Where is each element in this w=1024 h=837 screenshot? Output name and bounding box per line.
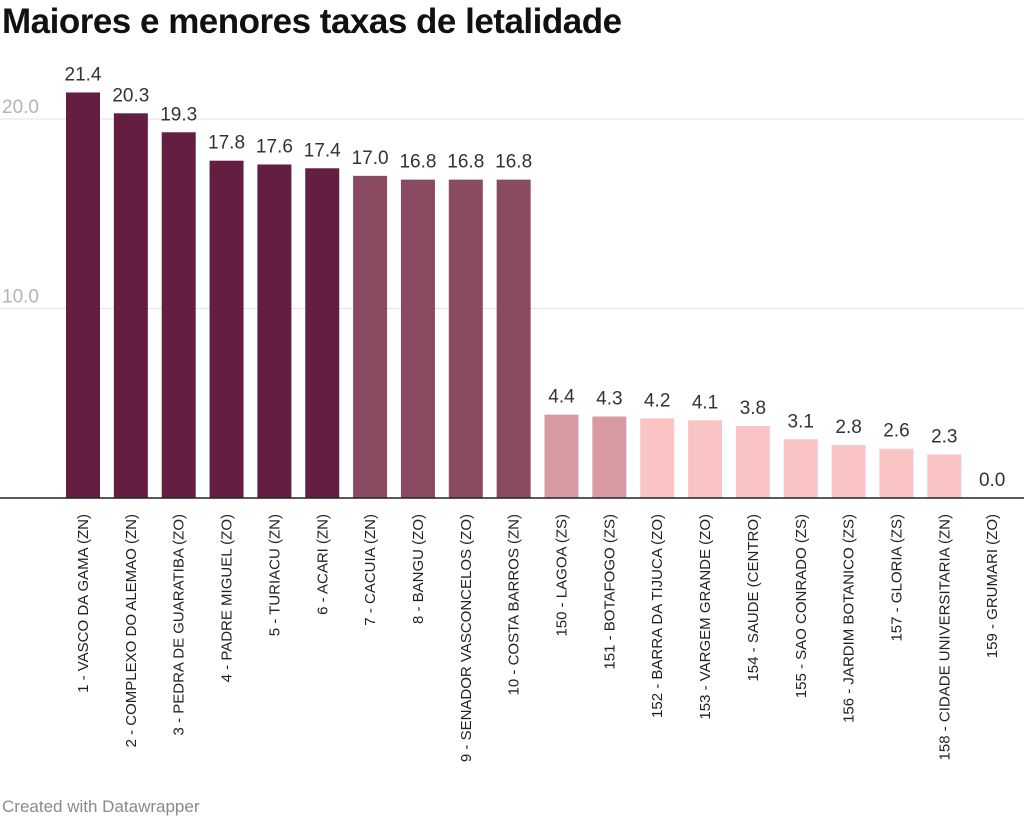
category-label: 9 - SENADOR VASCONCELOS (ZO) [458,514,475,762]
bar[interactable] [66,92,100,498]
category-label: 2 - COMPLEXO DO ALEMAO (ZN) [123,514,140,747]
value-label: 0.0 [979,470,1005,491]
bar[interactable] [783,439,818,498]
value-label: 2.3 [931,426,957,447]
bar[interactable] [161,132,196,498]
category-label: 158 - CIDADE UNIVERSITARIA (ZN) [936,514,953,760]
value-label: 2.8 [835,417,861,438]
category-label: 7 - CACUIA (ZN) [362,514,379,626]
value-label: 4.3 [596,389,622,410]
category-label: 10 - COSTA BARROS (ZN) [506,514,523,695]
category-label: 157 - GLORIA (ZS) [888,514,905,642]
category-label: 1 - VASCO DA GAMA (ZN) [75,514,92,693]
value-label: 3.1 [788,411,814,432]
bar-chart: 10.0 20.0 21.4 20.3 19.3 17.8 17.6 17.4 17.0 16.… [0,64,1024,762]
value-label: 20.3 [112,85,149,106]
value-label: 19.3 [160,104,197,125]
category-label: 153 - VARGEM GRANDE (ZO) [697,514,714,720]
bar[interactable] [831,444,866,498]
y-tick-label: 10.0 [2,287,39,308]
category-label: 154 - SAUDE (CENTRO) [745,514,762,682]
value-label: 17.6 [256,136,293,157]
bar[interactable] [353,175,388,498]
category-label: 151 - BOTAFOGO (ZS) [601,514,618,670]
value-label: 4.4 [548,387,575,408]
value-label: 2.6 [883,421,909,442]
bars [66,92,962,499]
category-label: 5 - TURIACU (ZN) [266,514,283,636]
category-label: 159 - GRUMARI (ZO) [984,514,1001,658]
value-label: 4.1 [692,392,718,413]
bar[interactable] [209,160,244,498]
bar[interactable] [448,179,483,498]
category-label: 152 - BARRA DA TIJUCA (ZO) [649,514,666,718]
category-label: 155 - SAO CONRADO (ZS) [793,514,810,698]
bar[interactable] [879,448,914,498]
bar[interactable] [496,179,531,498]
bar[interactable] [688,420,723,498]
bar[interactable] [544,414,579,498]
bar[interactable] [927,454,962,498]
category-label: 3 - PEDRA DE GUARATIBA (ZO) [171,514,188,735]
category-labels: 1 - VASCO DA GAMA (ZN) 2 - COMPLEXO DO AL… [75,514,1001,762]
value-labels: 21.4 20.3 19.3 17.8 17.6 17.4 17.0 16.8 16.8 16.8… [65,64,1006,491]
value-label: 17.8 [208,133,245,154]
bar[interactable] [257,164,292,499]
value-label: 16.8 [495,152,532,173]
value-label: 16.8 [447,152,484,173]
bar[interactable] [400,179,435,498]
category-label: 6 - ACARI (ZN) [314,514,331,615]
datawrapper-credit[interactable]: Created with Datawrapper [2,797,200,816]
chart-title: Maiores e menores taxas de letalidade [2,2,622,41]
value-label: 17.4 [304,140,341,161]
y-tick-label: 20.0 [2,97,39,118]
category-label: 156 - JARDIM BOTANICO (ZS) [841,514,858,723]
bar[interactable] [592,416,627,498]
category-label: 150 - LAGOA (ZS) [554,514,571,637]
category-label: 8 - BANGU (ZO) [410,514,427,624]
bar[interactable] [305,168,340,498]
bar[interactable] [735,425,770,498]
value-label: 3.8 [740,398,766,419]
bar[interactable] [640,418,675,498]
value-label: 16.8 [399,152,436,173]
category-label: 4 - PADRE MIGUEL (ZO) [219,514,236,682]
value-label: 21.4 [65,64,102,85]
value-label: 17.0 [352,148,389,169]
value-label: 4.2 [644,390,670,411]
bar[interactable] [113,113,148,498]
